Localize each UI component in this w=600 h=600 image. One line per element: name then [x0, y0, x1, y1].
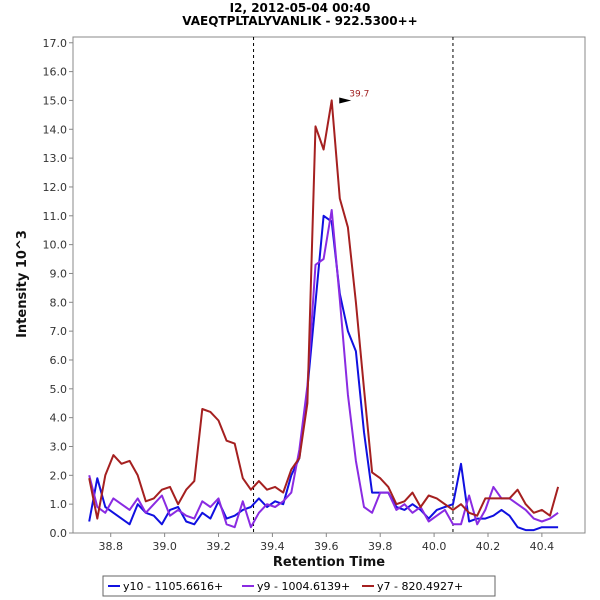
- x-tick-label: 39.0: [152, 540, 177, 553]
- y-tick-label: 6.0: [50, 354, 68, 367]
- legend-label: y10 - 1105.6616+: [123, 580, 223, 593]
- y-tick-label: 12.0: [43, 181, 68, 194]
- y-tick-label: 5.0: [50, 383, 68, 396]
- y-tick-label: 10.0: [43, 239, 68, 252]
- legend-label: y9 - 1004.6139+: [257, 580, 350, 593]
- apex-marker: [339, 97, 352, 104]
- y-tick-label: 14.0: [43, 123, 68, 136]
- peak-boundaries: [253, 37, 454, 533]
- x-axis-label: Retention Time: [273, 555, 385, 570]
- series-line-3: [88, 99, 560, 520]
- x-tick-label: 38.8: [98, 540, 123, 553]
- apex-label: 39.7: [349, 89, 369, 99]
- y-tick-label: 16.0: [43, 66, 68, 79]
- y-tick-label: 3.0: [50, 440, 68, 453]
- x-tick-label: 39.2: [206, 540, 231, 553]
- series-lines: [88, 99, 560, 532]
- y-tick-label: 4.0: [50, 412, 68, 425]
- series-line-2: [88, 209, 559, 529]
- y-axis: 0.0 1.0 2.0 3.0 4.0 5.0 6.0 7.0 8.0 9.0 10.0 11.0 12…: [43, 37, 73, 540]
- chart-subtitle: VAEQTPLTALYVANLIK - 922.5300++: [182, 14, 417, 28]
- chart-title: I2, 2012-05-04 00:40: [230, 1, 371, 15]
- y-tick-label: 11.0: [43, 210, 68, 223]
- peak-annotation: 39.7: [339, 89, 369, 104]
- legend-label: y7 - 820.4927+: [377, 580, 463, 593]
- x-tick-label: 39.8: [368, 540, 393, 553]
- x-tick-label: 40.4: [530, 540, 555, 553]
- y-tick-label: 0.0: [50, 527, 68, 540]
- x-tick-label: 40.2: [476, 540, 501, 553]
- y-tick-label: 13.0: [43, 152, 68, 165]
- legend: y10 - 1105.6616+ y9 - 1004.6139+ y7 - 820.…: [108, 580, 463, 593]
- y-tick-label: 17.0: [43, 37, 68, 50]
- y-tick-label: 9.0: [50, 267, 68, 280]
- x-axis: 38.8 39.0 39.2 39.4 39.6 39.8 40.0 40.2 40.4: [98, 533, 554, 553]
- y-tick-label: 7.0: [50, 325, 68, 338]
- y-axis-label: Intensity 10^3: [15, 230, 30, 338]
- legend-box: [102, 575, 496, 597]
- y-tick-label: 2.0: [50, 469, 68, 482]
- y-tick-label: 1.0: [50, 498, 68, 511]
- x-tick-label: 39.4: [260, 540, 285, 553]
- y-tick-label: 8.0: [50, 296, 68, 309]
- x-tick-label: 40.0: [422, 540, 447, 553]
- x-tick-label: 39.6: [314, 540, 339, 553]
- y-tick-label: 15.0: [43, 94, 68, 107]
